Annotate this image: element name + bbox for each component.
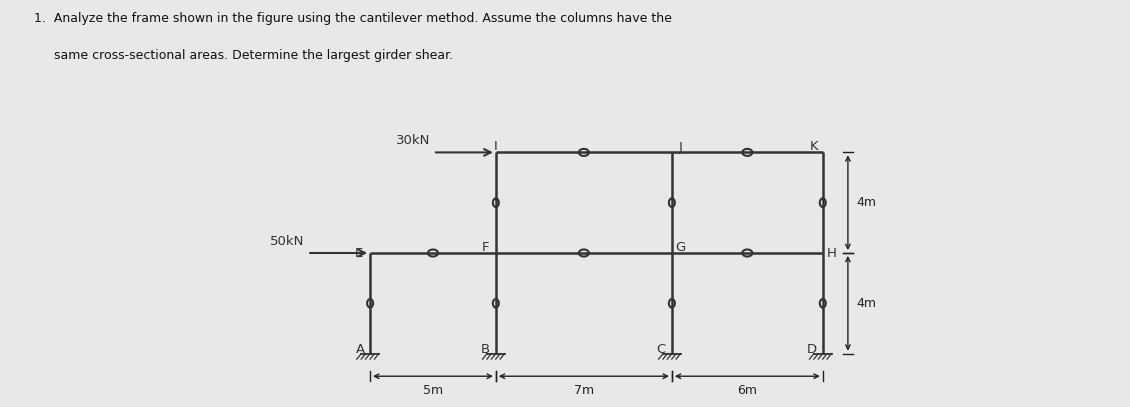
Text: E: E [355, 247, 363, 260]
Text: same cross-sectional areas. Determine the largest girder shear.: same cross-sectional areas. Determine th… [34, 49, 453, 62]
Text: 50kN: 50kN [270, 235, 305, 248]
Text: D: D [807, 344, 817, 356]
Text: G: G [676, 241, 686, 254]
Text: F: F [483, 241, 489, 254]
Text: K: K [810, 140, 818, 153]
Text: B: B [481, 344, 490, 356]
Text: 30kN: 30kN [397, 134, 431, 147]
Text: 7m: 7m [574, 384, 594, 397]
Text: C: C [655, 344, 666, 356]
Text: 4m: 4m [857, 196, 877, 209]
Text: J: J [679, 141, 683, 154]
Text: H: H [827, 247, 836, 260]
Text: A: A [356, 344, 365, 356]
Text: I: I [494, 140, 497, 153]
Text: 6m: 6m [737, 384, 757, 397]
Text: 5m: 5m [423, 384, 443, 397]
Text: 4m: 4m [857, 297, 877, 310]
Text: 1.  Analyze the frame shown in the figure using the cantilever method. Assume th: 1. Analyze the frame shown in the figure… [34, 12, 671, 25]
